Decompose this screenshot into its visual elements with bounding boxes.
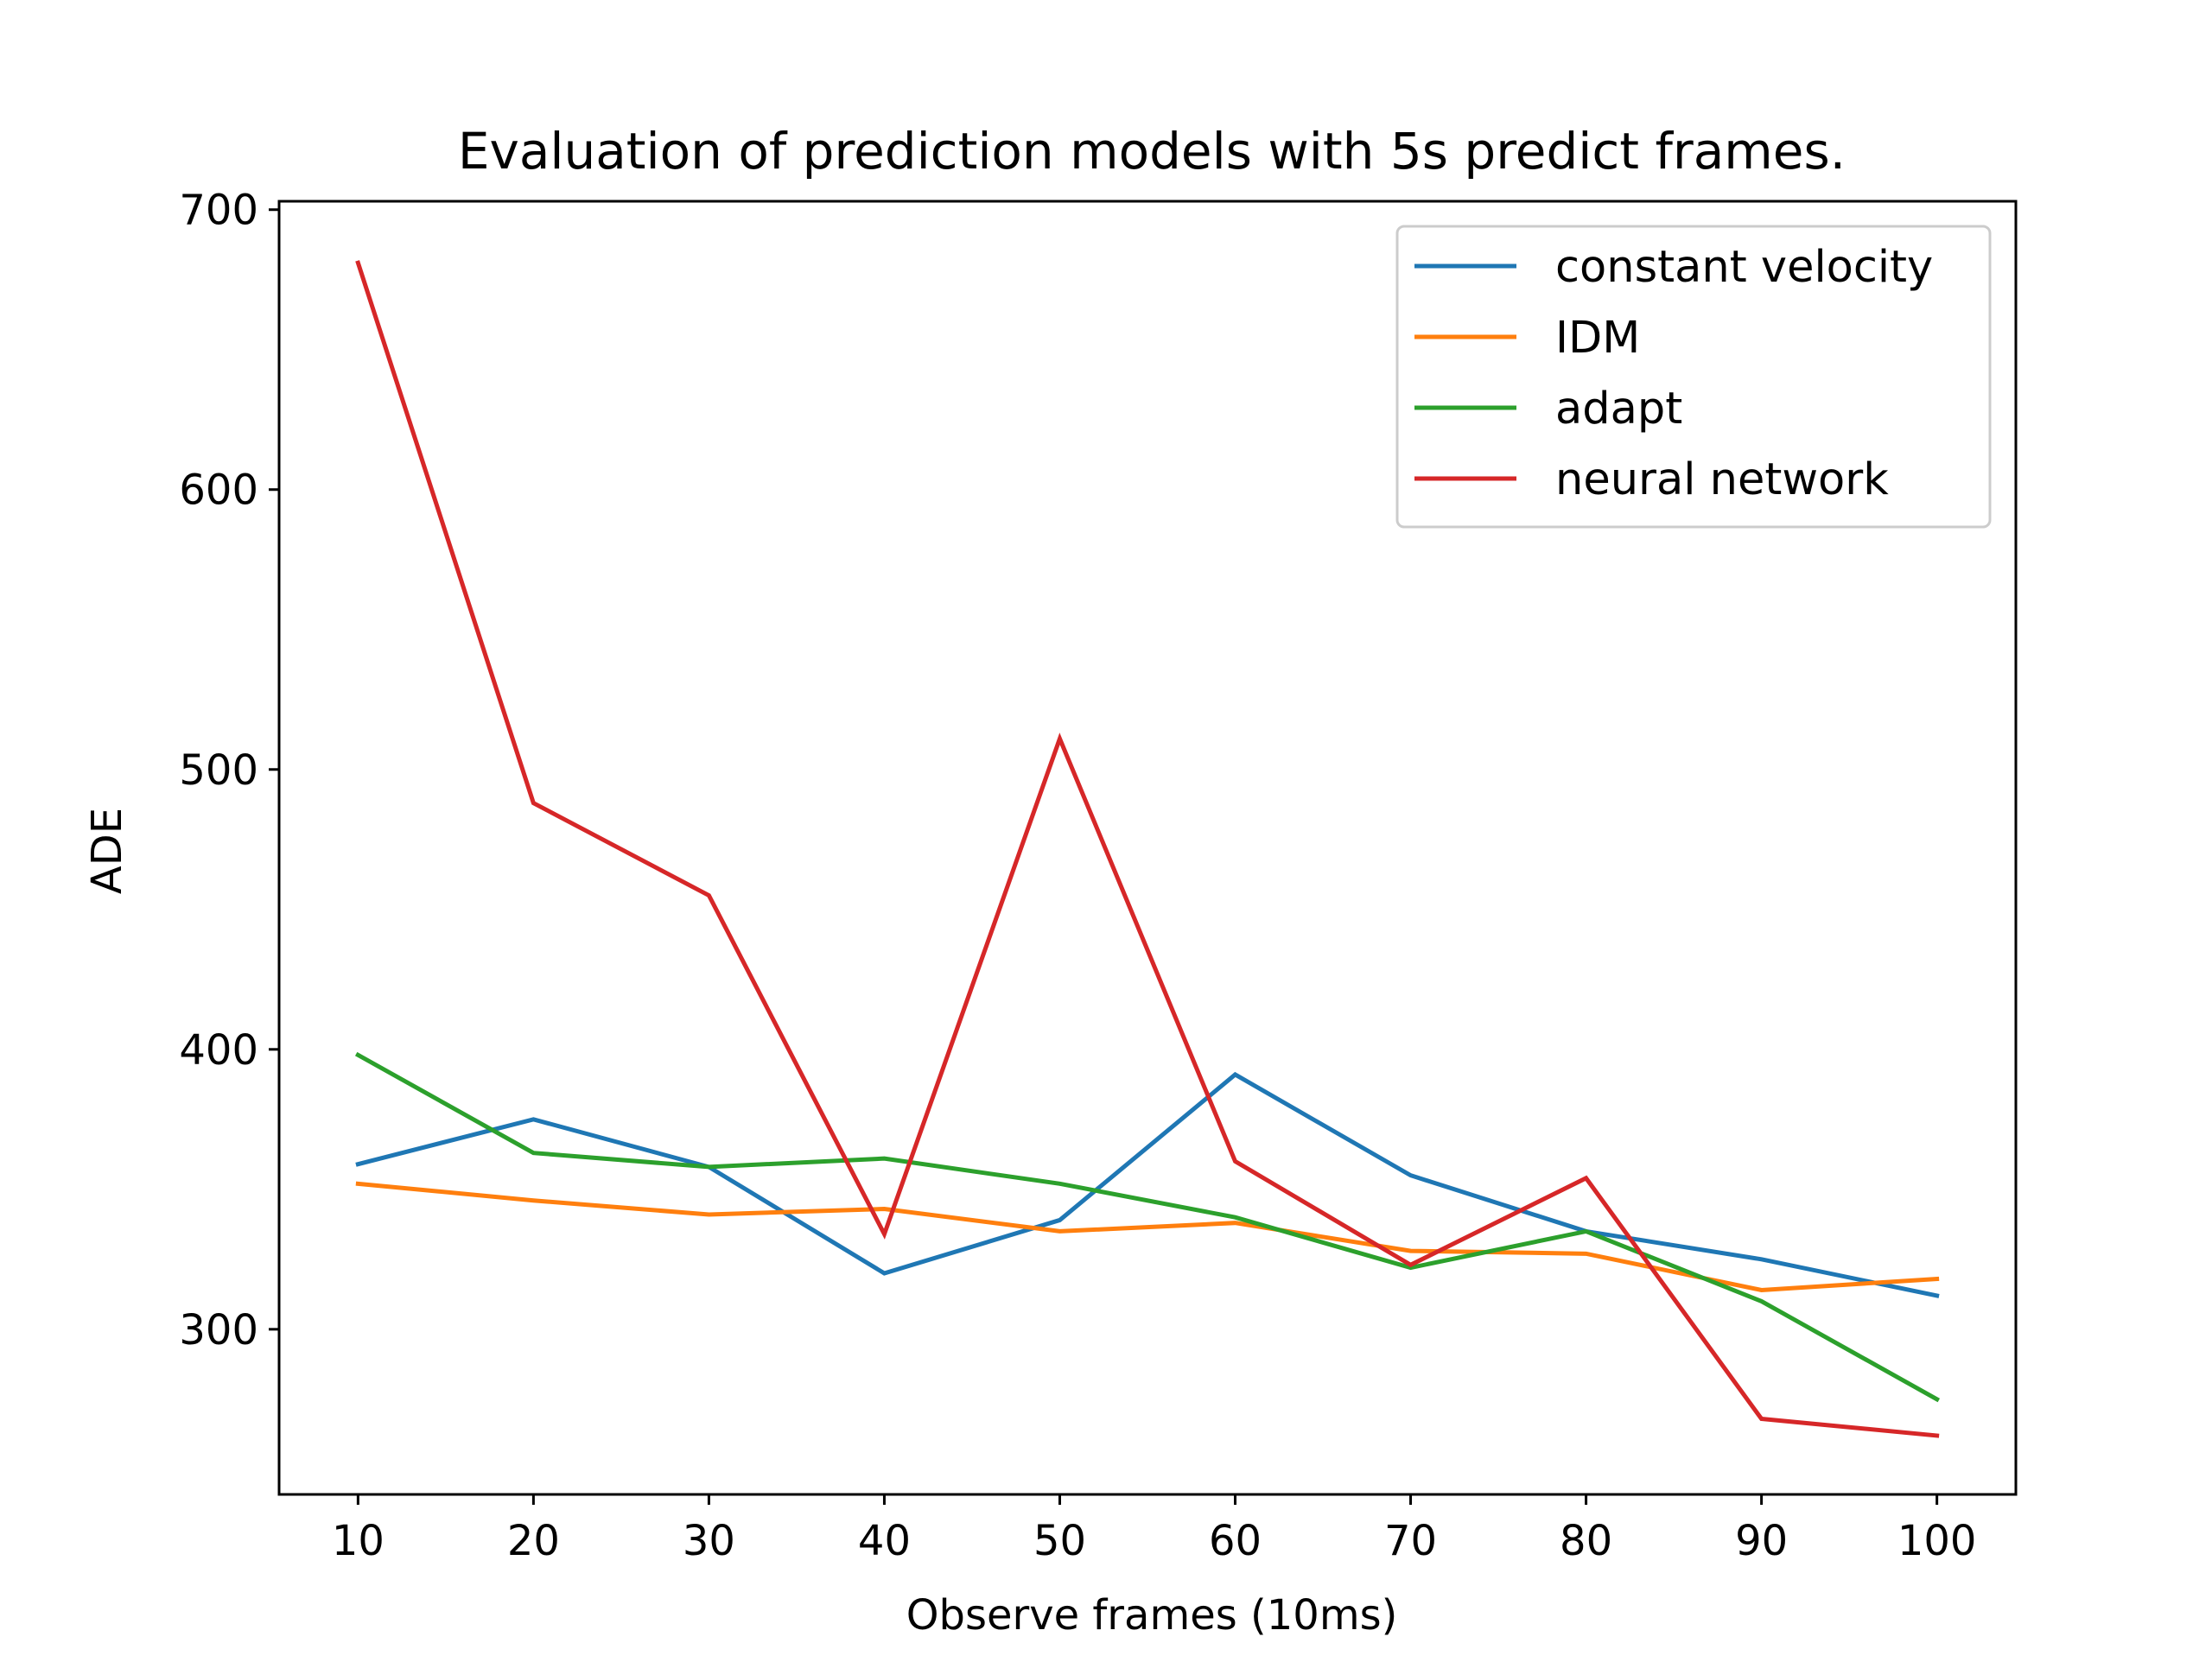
series-layer xyxy=(354,260,1941,1438)
y-tick-label: 500 xyxy=(179,746,258,795)
legend-label: adapt xyxy=(1555,384,1682,435)
x-tick-label: 40 xyxy=(858,1517,911,1565)
x-tick-label: 20 xyxy=(507,1517,560,1565)
legend-label: IDM xyxy=(1555,313,1640,364)
x-axis-ticks: 10 20 30 40 50 60 70 80 90 100 xyxy=(332,1494,1977,1565)
legend: constant velocity IDM adapt neural network xyxy=(1395,225,1992,529)
series-line-neural-network xyxy=(355,260,1940,1438)
x-tick-label: 60 xyxy=(1209,1517,1262,1565)
y-tick-label: 600 xyxy=(179,466,258,515)
y-axis-ticks: 300 400 500 600 700 xyxy=(179,187,279,1354)
x-tick-label: 90 xyxy=(1735,1517,1788,1565)
series-line-constant-velocity xyxy=(355,1071,1940,1298)
series-line-adapt xyxy=(354,1051,1941,1403)
y-tick-label: 300 xyxy=(179,1306,258,1354)
legend-box xyxy=(1395,225,1992,529)
y-tick-label: 400 xyxy=(179,1026,258,1075)
x-axis-label: Observe frames (10ms) xyxy=(906,1591,1398,1640)
legend-label: constant velocity xyxy=(1555,242,1933,293)
y-axis-label: ADE xyxy=(83,808,131,894)
y-tick-label: 700 xyxy=(179,187,258,235)
x-tick-label: 10 xyxy=(332,1517,385,1565)
x-tick-label: 70 xyxy=(1384,1517,1437,1565)
x-tick-label: 50 xyxy=(1033,1517,1086,1565)
x-tick-label: 100 xyxy=(1897,1517,1977,1565)
x-tick-label: 80 xyxy=(1560,1517,1612,1565)
chart-title: Evaluation of prediction models with 5s … xyxy=(458,122,1846,181)
legend-label: neural network xyxy=(1555,454,1889,505)
plot-area-frame xyxy=(277,200,2018,1496)
x-tick-label: 30 xyxy=(683,1517,735,1565)
series-line-idm xyxy=(355,1181,1940,1292)
